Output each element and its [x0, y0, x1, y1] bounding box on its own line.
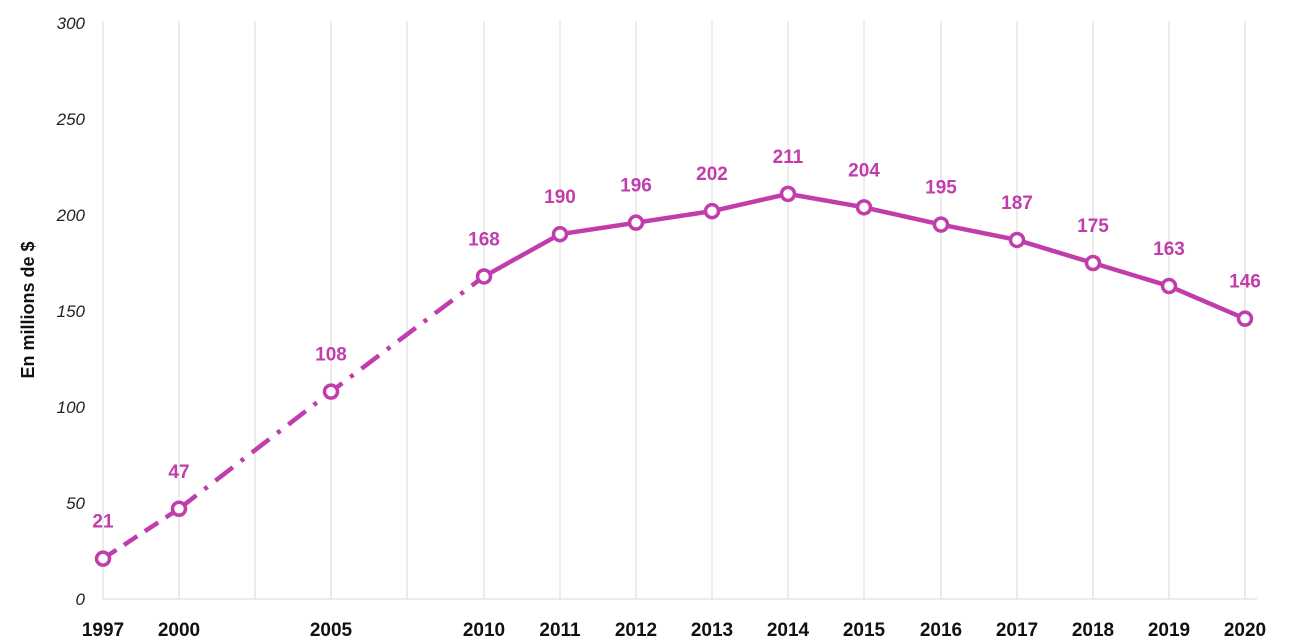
x-tick-label: 2011 — [539, 620, 581, 641]
data-label: 211 — [773, 147, 804, 168]
data-label: 175 — [1077, 216, 1109, 237]
series-segment-dashed — [101, 506, 181, 561]
data-point — [932, 216, 950, 233]
x-tick-label: 2000 — [158, 620, 200, 641]
data-label: 21 — [92, 512, 114, 533]
data-label: 190 — [544, 187, 576, 208]
data-point — [855, 199, 873, 216]
y-tick-label: 250 — [56, 110, 86, 129]
data-label: 47 — [168, 462, 189, 483]
y-axis-title: En millions de $ — [18, 241, 38, 378]
x-tick-label: 2014 — [767, 620, 810, 641]
series-line — [101, 191, 1246, 561]
y-tick-label: 0 — [76, 590, 86, 609]
data-point — [779, 185, 797, 203]
data-label: 195 — [925, 178, 957, 199]
x-tick-label: 2015 — [843, 620, 886, 641]
x-tick-label: 2013 — [691, 620, 733, 641]
data-label: 163 — [1153, 239, 1185, 260]
x-axis: 1997 2000 2005 2010 2011 2012 2013 2014 2015 2016… — [82, 620, 1266, 641]
data-point — [551, 225, 569, 243]
x-tick-label: 2012 — [615, 620, 657, 641]
x-tick-label: 1997 — [82, 620, 124, 641]
data-point — [627, 214, 645, 231]
y-tick-label: 50 — [66, 494, 85, 513]
data-labels: 21 47 108 168 190 196 202 211 204 195 187 175 163 146 — [92, 147, 1260, 533]
y-tick-label: 100 — [57, 398, 86, 417]
data-point — [1084, 254, 1102, 272]
data-point — [322, 383, 340, 400]
y-tick-label: 300 — [57, 14, 86, 33]
data-label: 146 — [1229, 272, 1261, 293]
x-tick-label: 2005 — [310, 620, 353, 641]
y-axis: 0 50 100 150 200 250 300 — [56, 14, 86, 609]
data-label: 204 — [848, 160, 880, 181]
data-point — [94, 550, 112, 567]
series-markers — [94, 185, 1254, 567]
data-point — [1236, 310, 1254, 327]
x-tick-label: 2010 — [463, 620, 505, 641]
data-label: 202 — [696, 164, 728, 185]
data-label: 108 — [315, 345, 347, 366]
x-tick-label: 2017 — [996, 620, 1038, 641]
data-point — [475, 268, 493, 285]
data-label: 196 — [620, 176, 652, 197]
data-point — [170, 500, 188, 518]
data-point — [1008, 231, 1026, 249]
y-tick-label: 150 — [57, 302, 86, 321]
x-tick-label: 2018 — [1072, 620, 1114, 641]
data-label: 187 — [1001, 193, 1033, 214]
vertical-gridlines — [102, 21, 1246, 599]
data-point — [1160, 277, 1178, 295]
data-label: 168 — [468, 229, 500, 250]
data-point — [703, 202, 721, 220]
y-tick-label: 200 — [56, 206, 86, 225]
x-tick-label: 2016 — [920, 620, 962, 641]
x-tick-label: 2020 — [1224, 620, 1266, 641]
x-tick-label: 2019 — [1148, 620, 1190, 641]
